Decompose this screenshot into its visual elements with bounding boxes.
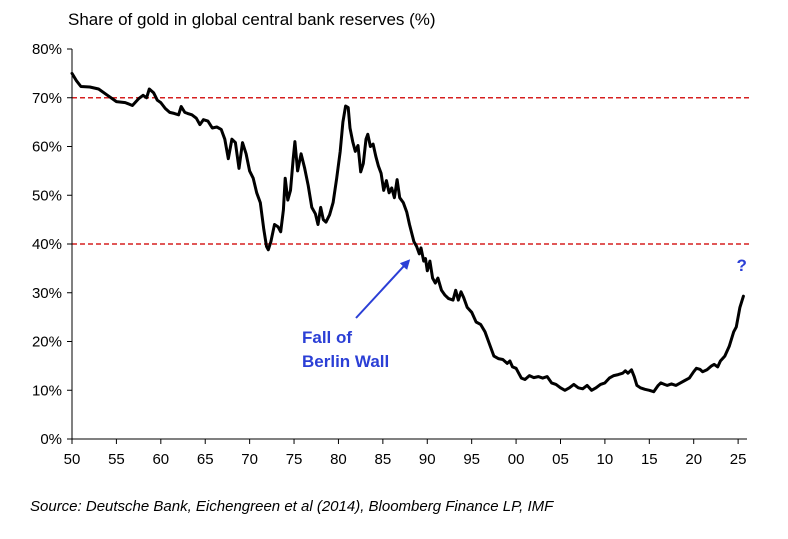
y-tick-label: 10%: [32, 382, 62, 399]
source-note: Source: Deutsche Bank, Eichengreen et al…: [30, 498, 554, 515]
chart-title: Share of gold in global central bank res…: [68, 10, 436, 29]
reference-lines: [72, 97, 751, 245]
x-tick-label: 15: [641, 451, 658, 468]
x-tick-label: 05: [552, 451, 569, 468]
annotation-label-line2: Berlin Wall: [302, 352, 389, 371]
x-axis-ticks: 50 55 60 65 70 75 80 85 90 95 00 05 10 15 20 25: [64, 439, 747, 468]
y-tick-label: 20%: [32, 334, 62, 351]
x-tick-label: 25: [730, 451, 747, 468]
y-tick-label: 30%: [32, 285, 62, 302]
x-tick-label: 50: [64, 451, 81, 468]
series-line: [70, 71, 745, 394]
x-tick-label: 00: [508, 451, 525, 468]
x-tick-label: 70: [241, 451, 258, 468]
x-tick-label: 95: [463, 451, 480, 468]
x-tick-label: 55: [108, 451, 125, 468]
x-tick-label: 90: [419, 451, 436, 468]
x-tick-label: 75: [286, 451, 303, 468]
y-axis-ticks: 0% 10% 20% 30% 40% 50% 60% 70% 80%: [32, 41, 72, 448]
y-tick-label: 40%: [32, 236, 62, 253]
y-tick-label: 70%: [32, 90, 62, 107]
x-tick-label: 20: [685, 451, 702, 468]
annotation-arrow: [355, 259, 411, 319]
x-tick-label: 85: [375, 451, 392, 468]
y-tick-label: 50%: [32, 187, 62, 204]
annotation-question-mark: ?: [736, 256, 746, 275]
y-tick-label: 60%: [32, 139, 62, 156]
annotation-label-line1: Fall of: [302, 328, 352, 347]
x-tick-label: 10: [597, 451, 614, 468]
x-tick-label: 80: [330, 451, 347, 468]
x-tick-label: 60: [152, 451, 169, 468]
y-tick-label: 80%: [32, 41, 62, 58]
y-tick-label: 0%: [40, 431, 62, 448]
annotations: Fall of Berlin Wall?: [302, 256, 747, 371]
x-tick-label: 65: [197, 451, 214, 468]
series-group: [70, 71, 745, 394]
